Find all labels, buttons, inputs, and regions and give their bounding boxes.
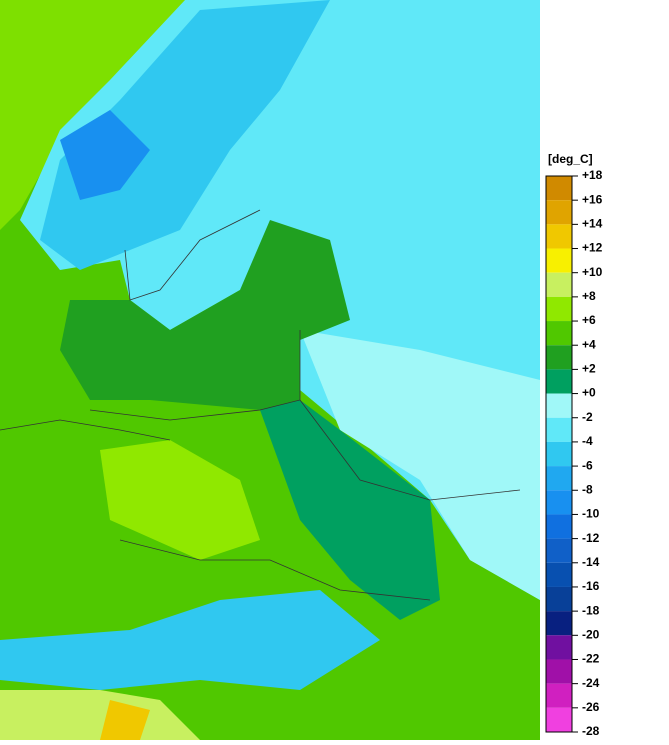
legend-tick-label: +8 xyxy=(582,289,596,303)
legend-swatch xyxy=(546,345,572,370)
legend-tick-label: -2 xyxy=(582,410,593,424)
legend-swatch xyxy=(546,369,572,394)
scandinavia-region xyxy=(40,0,330,270)
legend-swatch xyxy=(546,321,572,346)
legend-swatch xyxy=(546,707,572,732)
legend-swatch xyxy=(546,417,572,442)
legend-swatch xyxy=(546,635,572,660)
legend-tick-label: -24 xyxy=(582,676,600,690)
legend-tick-label: -10 xyxy=(582,507,600,521)
legend-swatch xyxy=(546,224,572,249)
legend-tick-label: +2 xyxy=(582,362,596,376)
baltic-sea xyxy=(60,220,350,410)
legend-tick-label: +16 xyxy=(582,192,603,206)
border-line xyxy=(0,419,171,441)
legend-swatch xyxy=(546,176,572,201)
legend-swatch xyxy=(546,683,572,708)
legend-swatch xyxy=(546,200,572,225)
legend-tick-label: +10 xyxy=(582,265,603,279)
legend-swatch xyxy=(546,248,572,273)
legend-tick-label: -20 xyxy=(582,627,600,641)
temperature-map xyxy=(0,0,540,740)
legend-tick-label: +14 xyxy=(582,217,603,231)
east-region xyxy=(300,330,540,600)
mountain-region xyxy=(60,110,150,200)
legend-tick-label: -26 xyxy=(582,700,600,714)
legend-tick-label: +18 xyxy=(582,168,603,182)
legend-tick-label: -8 xyxy=(582,482,593,496)
legend-swatch xyxy=(546,611,572,636)
coastline xyxy=(89,330,301,421)
legend-tick-label: +6 xyxy=(582,313,596,327)
legend-tick-label: +4 xyxy=(582,337,596,351)
legend-tick-label: -18 xyxy=(582,603,600,617)
border-line xyxy=(119,539,431,601)
legend-swatch xyxy=(546,562,572,587)
legend-swatch xyxy=(546,490,572,515)
poland-east xyxy=(260,400,440,620)
legend-swatch xyxy=(546,393,572,418)
legend-swatch xyxy=(546,441,572,467)
legend-tick-label: -4 xyxy=(582,434,593,448)
legend-swatch xyxy=(546,514,572,539)
legend-unit: [deg_C] xyxy=(548,152,593,166)
legend-tick-label: -12 xyxy=(582,531,600,545)
legend-tick-label: +12 xyxy=(582,241,603,255)
legend-swatch xyxy=(546,272,572,297)
legend-tick-label: -14 xyxy=(582,555,600,569)
south-region xyxy=(0,690,200,740)
warm-spot xyxy=(100,700,150,740)
legend-tick-label: -6 xyxy=(582,458,593,472)
border-line xyxy=(299,399,521,501)
legend-swatch xyxy=(546,659,572,684)
legend-swatch xyxy=(546,296,572,322)
coastline xyxy=(124,209,261,301)
legend: +18 +16 +14 +12 +10 +8 +6 +4 +2 +0 -2 -4 -6 -8 -10 -12 -… xyxy=(545,168,603,738)
legend-swatch xyxy=(546,466,572,491)
legend-tick-label: -22 xyxy=(582,652,600,666)
legend-tick-label: +0 xyxy=(582,386,596,400)
legend-tick-label: -16 xyxy=(582,579,600,593)
legend-swatch xyxy=(546,586,572,612)
legend-frame xyxy=(545,175,573,733)
germany-warm xyxy=(100,440,260,560)
legend-tick-label: -28 xyxy=(582,724,600,738)
legend-swatch xyxy=(546,538,572,563)
alps-region xyxy=(0,590,380,690)
